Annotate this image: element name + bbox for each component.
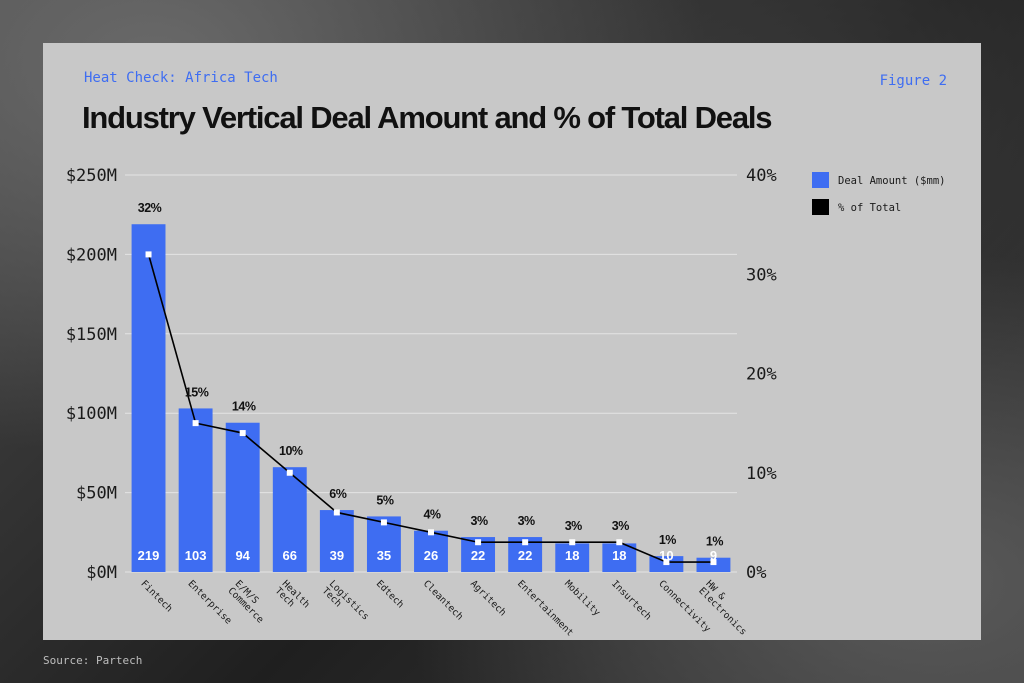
bar-value-label: 66 — [283, 548, 297, 563]
bar-value-label: 103 — [185, 548, 207, 563]
percent-marker — [522, 539, 529, 546]
bar-value-label: 26 — [424, 548, 438, 563]
percent-marker — [333, 509, 340, 516]
percent-marker — [286, 469, 293, 476]
right-tick-label: 20% — [746, 365, 777, 385]
category-label: Cleantech — [421, 578, 465, 622]
left-tick-label: $150M — [66, 325, 117, 345]
legend-swatch-deal-amount — [812, 172, 829, 188]
bar — [602, 543, 637, 572]
percent-label: 3% — [565, 519, 582, 533]
source-note: Source: Partech — [43, 654, 143, 667]
percent-label: 3% — [612, 519, 629, 533]
left-tick-label: $250M — [66, 166, 117, 186]
percent-label: 1% — [659, 533, 676, 547]
bar-value-label: 18 — [612, 548, 626, 563]
left-tick-label: $0M — [86, 563, 117, 583]
percent-marker — [475, 539, 482, 546]
left-tick-label: $50M — [76, 484, 117, 504]
legend-label-percent: % of Total — [838, 202, 901, 214]
percent-label: 10% — [279, 444, 303, 458]
bar — [272, 467, 307, 572]
bar — [319, 510, 354, 572]
percent-marker — [569, 539, 576, 546]
percent-label: 6% — [329, 487, 346, 501]
right-tick-label: 40% — [746, 166, 777, 186]
category-label: Mobility — [562, 578, 602, 618]
percent-label: 3% — [518, 514, 535, 528]
percent-marker — [710, 559, 717, 566]
report-kicker: Heat Check: Africa Tech — [84, 70, 278, 86]
category-label-line: Insurtech — [609, 578, 653, 622]
right-tick-label: 0% — [746, 563, 766, 583]
category-label: HealthTech — [273, 578, 312, 617]
category-label-line: Cleantech — [421, 578, 465, 622]
bar-value-label: 10 — [659, 548, 673, 563]
chart-title: Industry Vertical Deal Amount and % of T… — [82, 100, 773, 135]
category-label-line: Enterprise — [185, 578, 233, 626]
category-label-line: Mobility — [562, 578, 602, 618]
bar-series: 219 103 94 66 39 35 26 22 22 18 18 10 9 — [131, 224, 731, 572]
category-label-line: Edtech — [374, 578, 406, 610]
bar-value-label: 22 — [518, 548, 532, 563]
category-label: Fintech — [138, 578, 174, 614]
bar-value-label: 94 — [235, 548, 250, 563]
legend-swatch-percent — [812, 199, 829, 215]
category-label: Agritech — [468, 578, 508, 618]
bar-value-label: 35 — [377, 548, 391, 563]
bar — [131, 224, 166, 572]
percent-marker — [663, 559, 670, 566]
bar-value-label: 219 — [138, 548, 160, 563]
line-series: 32% 15% 14% 10% 6% 5% 4% 3% 3% 3% 3% 1% 1% — [138, 201, 724, 566]
right-axis: 0% 10% 20% 30% 40% — [746, 166, 777, 583]
bar-value-label: 18 — [565, 548, 579, 563]
category-label: Enterprise — [185, 578, 233, 626]
legend: Deal Amount ($mm) % of Total — [812, 172, 945, 215]
percent-marker — [380, 519, 387, 526]
category-label-line: Agritech — [468, 578, 508, 618]
bar-value-label: 9 — [710, 548, 717, 563]
figure-label: Figure 2 — [879, 73, 947, 89]
category-label: LogisticsTech — [320, 578, 371, 629]
right-tick-label: 10% — [746, 464, 777, 484]
percent-label: 1% — [706, 535, 723, 549]
left-axis: $0M $50M $100M $150M $200M $250M — [66, 166, 117, 583]
percent-marker — [616, 539, 623, 546]
bar — [414, 530, 448, 572]
percent-marker — [192, 420, 199, 427]
left-tick-label: $100M — [66, 404, 117, 424]
percent-label: 14% — [232, 400, 256, 414]
percent-label: 4% — [423, 508, 440, 522]
percent-marker — [145, 251, 152, 258]
bar-value-label: 39 — [330, 548, 344, 563]
bar — [366, 516, 401, 572]
percent-label: 3% — [471, 514, 488, 528]
category-label-line: Fintech — [138, 578, 174, 614]
percent-label: 5% — [376, 493, 393, 507]
bar — [178, 408, 213, 572]
bar — [555, 543, 590, 572]
right-tick-label: 30% — [746, 265, 777, 285]
percent-marker — [428, 529, 434, 536]
percent-marker — [239, 430, 246, 437]
legend-label-deal-amount: Deal Amount ($mm) — [838, 175, 945, 187]
category-label: Edtech — [374, 578, 406, 610]
percent-label: 32% — [138, 201, 162, 215]
percent-label: 15% — [185, 385, 209, 399]
bar — [225, 422, 260, 572]
category-label: Insurtech — [609, 578, 653, 622]
left-tick-label: $200M — [66, 245, 117, 265]
bar-value-label: 22 — [471, 548, 485, 563]
